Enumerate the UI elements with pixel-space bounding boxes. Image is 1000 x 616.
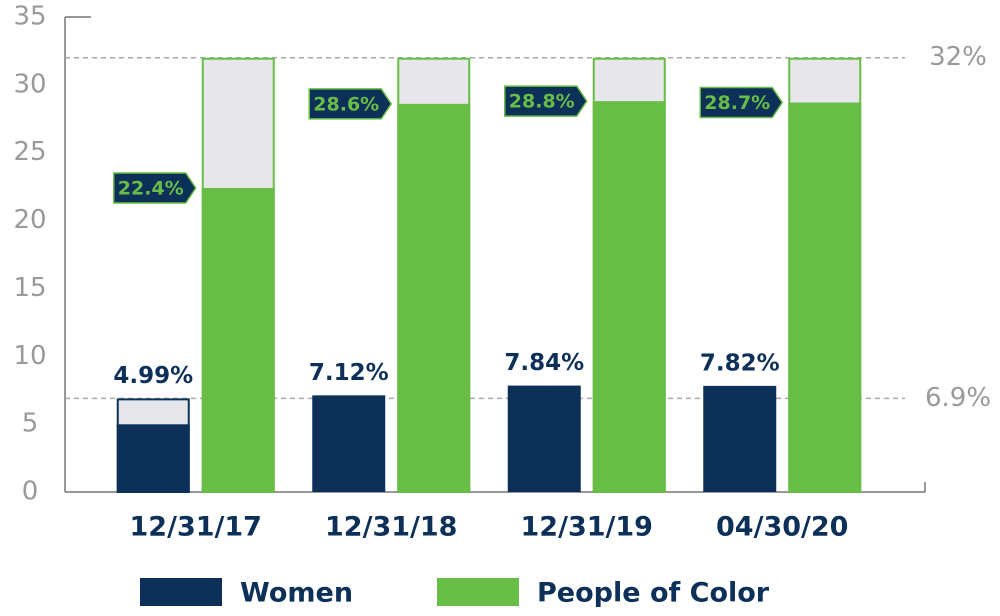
value-label: 28.8%	[509, 91, 575, 113]
x-tick-label: 04/30/20	[716, 512, 848, 543]
y-tick-label: 25	[13, 137, 46, 167]
bar	[703, 385, 777, 492]
x-tick-label: 12/31/17	[130, 512, 262, 543]
target-label: 6.9%	[925, 383, 991, 413]
value-badge	[699, 86, 784, 119]
bar	[507, 385, 581, 492]
legend-swatch	[140, 578, 222, 606]
bar	[592, 101, 666, 493]
y-tick-label: 35	[13, 2, 46, 32]
value-badge	[504, 85, 588, 117]
bar	[201, 188, 275, 492]
target-label: 32%	[929, 42, 987, 72]
value-label: 22.4%	[118, 178, 184, 200]
value-label: 28.7%	[704, 92, 770, 114]
value-label: 7.82%	[700, 350, 780, 376]
y-tick-label: 20	[13, 205, 46, 235]
value-badge	[308, 88, 393, 120]
bar	[116, 424, 190, 492]
y-tick-label: 15	[13, 273, 46, 303]
bar	[312, 395, 386, 492]
value-label: 7.12%	[309, 360, 389, 386]
legend-label: Women	[240, 578, 353, 609]
legend-label: People of Color	[537, 578, 770, 609]
value-badge	[113, 172, 197, 204]
y-tick-label: 10	[13, 341, 46, 371]
legend-swatch	[437, 578, 519, 606]
bar	[397, 103, 471, 492]
value-label: 4.99%	[113, 363, 193, 389]
y-tick-label: 30	[13, 69, 46, 99]
bar	[788, 102, 862, 492]
value-label: 28.6%	[313, 93, 379, 115]
y-tick-label: 5	[22, 409, 39, 439]
value-label: 7.84%	[504, 350, 584, 376]
x-tick-label: 12/31/18	[325, 512, 457, 543]
x-tick-label: 12/31/19	[521, 512, 653, 543]
y-tick-label: 0	[22, 477, 39, 507]
